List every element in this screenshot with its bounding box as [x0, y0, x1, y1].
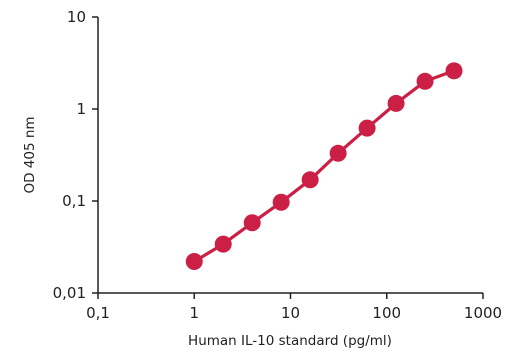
- data-point: [329, 144, 347, 162]
- series-line: [193, 69, 455, 263]
- y-tick-label: 10: [67, 8, 86, 26]
- x-tick-label: 10: [281, 304, 300, 322]
- data-point: [272, 193, 290, 211]
- data-point: [387, 94, 405, 112]
- y-tick-label: 0,01: [53, 284, 86, 302]
- chart-axes: [97, 17, 483, 294]
- x-tick-label: 1000: [464, 304, 502, 322]
- data-point: [358, 119, 376, 137]
- data-series: [185, 62, 463, 270]
- x-axis-title: Human IL-10 standard (pg/ml): [188, 333, 392, 349]
- x-tick-label: 0,1: [86, 304, 110, 322]
- x-tick-label: 100: [372, 304, 401, 322]
- data-point: [185, 252, 203, 270]
- data-point: [243, 214, 261, 232]
- y-axis-title: OD 405 nm: [22, 116, 38, 193]
- data-point: [416, 72, 434, 90]
- x-tick-label: 1: [189, 304, 199, 322]
- y-tick-label: 1: [76, 100, 86, 118]
- data-point: [301, 171, 319, 189]
- y-tick-label: 0,1: [62, 192, 86, 210]
- data-point: [214, 235, 232, 253]
- data-point: [445, 62, 463, 80]
